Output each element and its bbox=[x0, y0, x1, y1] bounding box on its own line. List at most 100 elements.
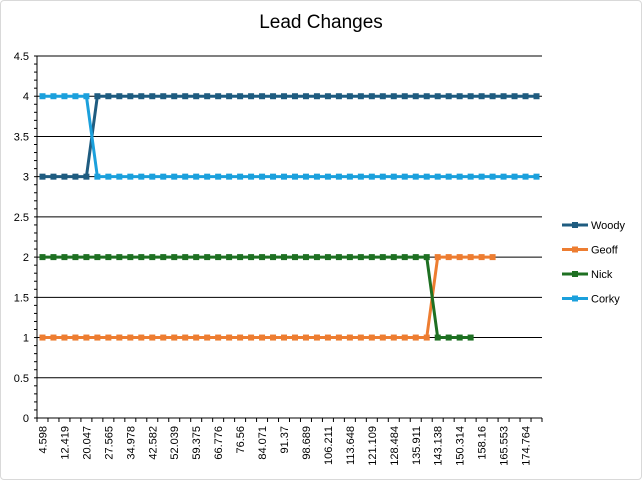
y-tick-label: 3 bbox=[23, 172, 29, 184]
data-point bbox=[511, 93, 518, 100]
data-point bbox=[226, 173, 233, 180]
series-line-woody bbox=[42, 94, 537, 179]
data-point bbox=[259, 334, 266, 341]
data-point bbox=[489, 173, 496, 180]
data-point bbox=[138, 254, 145, 261]
x-tick-label: 42.582 bbox=[147, 426, 159, 460]
legend-item-woody: Woody bbox=[562, 220, 626, 232]
data-point bbox=[423, 254, 430, 261]
data-point bbox=[522, 173, 529, 180]
data-point bbox=[149, 334, 156, 341]
data-point bbox=[423, 173, 430, 180]
legend-swatch-marker bbox=[572, 295, 578, 302]
data-point bbox=[127, 173, 134, 180]
gridlines bbox=[37, 55, 542, 419]
data-point bbox=[94, 334, 101, 341]
data-point bbox=[346, 93, 353, 100]
x-tick-label: 128.484 bbox=[389, 426, 401, 466]
data-point bbox=[445, 254, 452, 261]
data-point bbox=[182, 254, 189, 261]
x-tick-label: 121.109 bbox=[367, 426, 379, 466]
data-point bbox=[379, 254, 386, 261]
data-point bbox=[357, 93, 364, 100]
data-point bbox=[226, 334, 233, 341]
data-point bbox=[401, 254, 408, 261]
x-tick-label: 66.776 bbox=[213, 426, 225, 460]
x-tick-label: 4.598 bbox=[37, 426, 49, 454]
data-point bbox=[335, 173, 342, 180]
data-point bbox=[390, 173, 397, 180]
data-point bbox=[357, 254, 364, 261]
data-point bbox=[445, 93, 452, 100]
data-point bbox=[127, 254, 134, 261]
data-point bbox=[335, 334, 342, 341]
series-line-corky bbox=[42, 94, 537, 179]
data-point bbox=[445, 334, 452, 341]
data-point bbox=[434, 254, 441, 261]
x-tick-label: 84.071 bbox=[257, 426, 269, 460]
x-axis-ticks: 4.598 12.419 20.047 27.565 34.978 42.582 52.03… bbox=[36, 418, 543, 466]
x-tick-label: 113.648 bbox=[345, 426, 357, 465]
data-point bbox=[478, 93, 485, 100]
data-point bbox=[149, 93, 156, 100]
x-tick-label: 106.211 bbox=[323, 426, 335, 465]
x-tick-label: 59.375 bbox=[191, 426, 203, 460]
data-point bbox=[379, 93, 386, 100]
data-point bbox=[116, 334, 123, 341]
data-point bbox=[467, 93, 474, 100]
legend-label: Woody bbox=[591, 220, 626, 232]
data-point bbox=[72, 93, 79, 100]
data-point bbox=[324, 254, 331, 261]
data-point bbox=[39, 93, 46, 100]
data-point bbox=[291, 334, 298, 341]
data-point bbox=[50, 173, 57, 180]
data-point bbox=[434, 173, 441, 180]
data-point bbox=[511, 173, 518, 180]
data-point bbox=[50, 254, 57, 261]
data-point bbox=[302, 93, 309, 100]
data-point bbox=[412, 254, 419, 261]
data-point bbox=[500, 173, 507, 180]
legend: Woody Geoff Nick Corky bbox=[562, 220, 626, 306]
data-point bbox=[94, 173, 101, 180]
data-point bbox=[423, 93, 430, 100]
data-point bbox=[50, 93, 57, 100]
data-point bbox=[281, 334, 288, 341]
data-point bbox=[182, 334, 189, 341]
data-point bbox=[204, 93, 211, 100]
x-tick-label: 20.047 bbox=[81, 426, 93, 460]
series-group bbox=[39, 93, 540, 341]
data-point bbox=[94, 93, 101, 100]
data-point bbox=[467, 173, 474, 180]
data-point bbox=[390, 334, 397, 341]
data-point bbox=[281, 93, 288, 100]
data-point bbox=[149, 173, 156, 180]
x-tick-label: 98.689 bbox=[301, 426, 313, 460]
data-point bbox=[193, 93, 200, 100]
data-point bbox=[83, 173, 90, 180]
x-tick-label: 158.16 bbox=[477, 426, 489, 460]
data-point bbox=[456, 334, 463, 341]
data-point bbox=[434, 93, 441, 100]
x-tick-label: 174.764 bbox=[521, 426, 533, 466]
data-point bbox=[39, 173, 46, 180]
data-point bbox=[39, 334, 46, 341]
data-point bbox=[72, 173, 79, 180]
data-point bbox=[193, 173, 200, 180]
data-point bbox=[412, 173, 419, 180]
x-tick-label: 91.37 bbox=[279, 426, 291, 454]
y-tick-label: 3.5 bbox=[14, 131, 29, 143]
y-tick-label: 2.5 bbox=[14, 212, 29, 224]
data-point bbox=[324, 173, 331, 180]
data-point bbox=[248, 334, 255, 341]
y-tick-label: 0.5 bbox=[14, 373, 29, 385]
data-point bbox=[138, 93, 145, 100]
data-point bbox=[182, 93, 189, 100]
x-tick-label: 143.138 bbox=[433, 426, 445, 466]
data-point bbox=[226, 254, 233, 261]
data-point bbox=[127, 93, 134, 100]
data-point bbox=[467, 254, 474, 261]
data-point bbox=[302, 173, 309, 180]
data-point bbox=[248, 254, 255, 261]
